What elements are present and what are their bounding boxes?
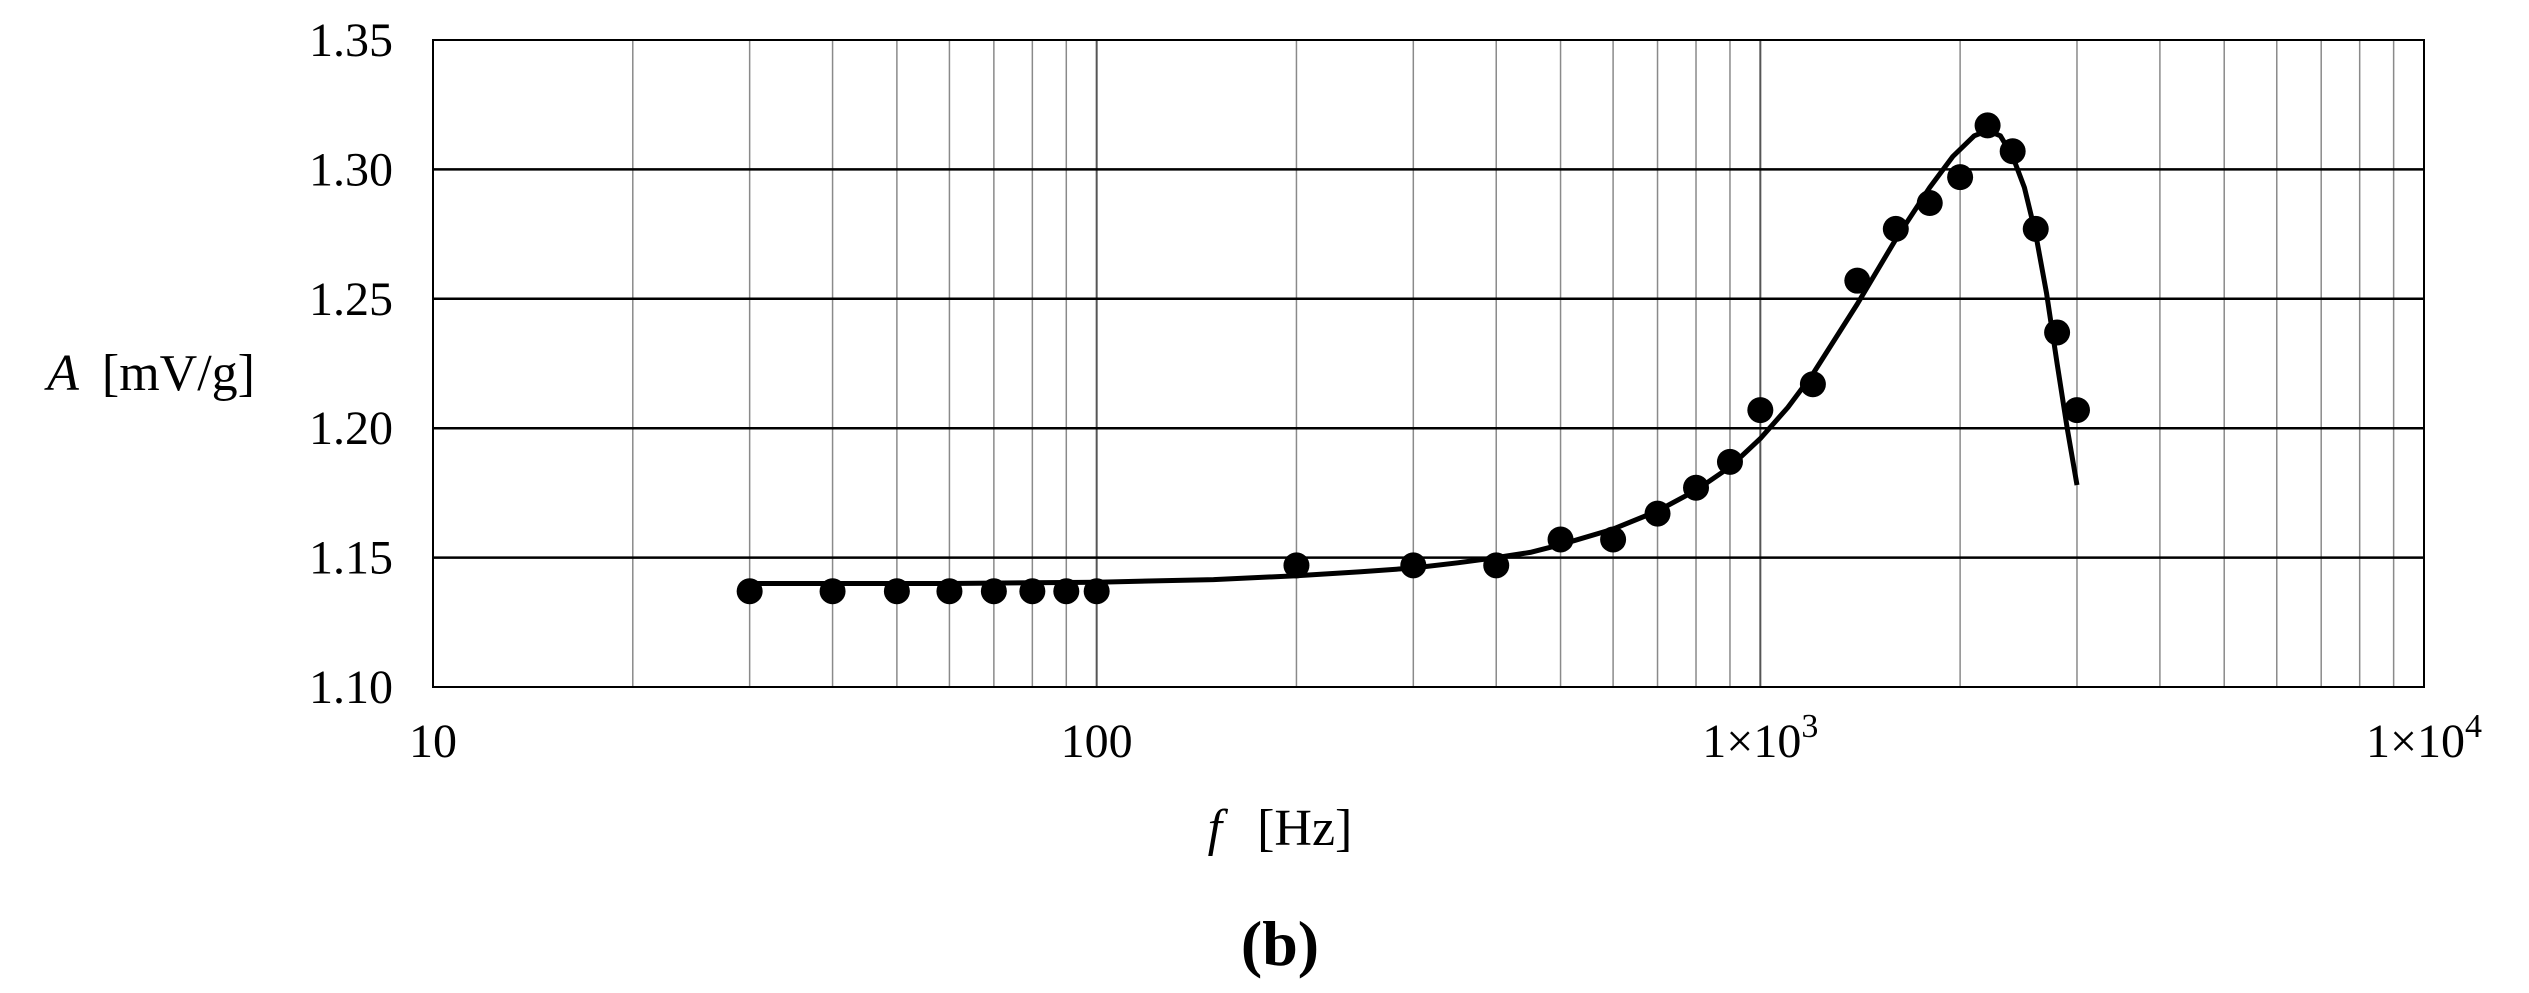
data-points xyxy=(736,112,2090,605)
panel-label-open: ( xyxy=(1241,908,1262,979)
panel-label-close: ) xyxy=(1298,908,1319,979)
y-tick-label: 1.30 xyxy=(309,143,393,196)
data-point xyxy=(1644,500,1671,527)
data-point xyxy=(1882,215,1909,242)
data-point xyxy=(1400,552,1427,579)
y-tick-label: 1.15 xyxy=(309,532,393,585)
x-tick-label: 1×104 xyxy=(2366,708,2482,768)
y-tick-label: 1.25 xyxy=(309,273,393,326)
data-point xyxy=(1916,190,1943,217)
data-point xyxy=(1999,138,2026,165)
data-point xyxy=(1483,552,1510,579)
data-point xyxy=(980,578,1007,605)
data-point xyxy=(1019,578,1046,605)
fit-curve xyxy=(749,128,2080,586)
x-tick-label: 10 xyxy=(409,715,457,768)
data-point xyxy=(736,578,763,605)
data-point xyxy=(2063,397,2090,424)
x-tick-labels: 10 100 1×103 1×104 xyxy=(409,708,2482,768)
y-axis-var: A xyxy=(44,345,79,402)
data-point xyxy=(1716,448,1743,475)
x-axis-var: f xyxy=(1208,800,1229,857)
data-point xyxy=(1683,474,1710,501)
data-point xyxy=(1747,397,1774,424)
data-point xyxy=(1083,578,1110,605)
y-tick-label: 1.10 xyxy=(309,661,393,714)
data-point xyxy=(883,578,910,605)
y-tick-label: 1.35 xyxy=(309,14,393,67)
data-point xyxy=(1947,164,1974,191)
x-axis-label: f [Hz] xyxy=(1208,800,1353,857)
plot-frame xyxy=(432,39,2425,688)
data-point xyxy=(1844,267,1871,294)
data-point xyxy=(1974,112,2001,139)
y-tick-labels: 1.10 1.15 1.20 1.25 1.30 1.35 xyxy=(309,14,393,714)
x-axis-unit: [Hz] xyxy=(1257,800,1352,857)
data-point xyxy=(2044,319,2071,346)
x-tick-label: 1×103 xyxy=(1702,708,1818,768)
y-axis-unit: [mV/g] xyxy=(102,345,255,402)
x-tick-label: 100 xyxy=(1061,715,1133,768)
y-tick-label: 1.20 xyxy=(309,402,393,455)
data-point xyxy=(1600,526,1627,553)
data-point xyxy=(819,578,846,605)
panel-label-letter: b xyxy=(1262,908,1298,979)
panel-label: (b) xyxy=(1241,908,1319,979)
data-point xyxy=(1283,552,1310,579)
data-point xyxy=(1799,371,1826,398)
data-point xyxy=(936,578,963,605)
data-point xyxy=(1053,578,1080,605)
y-axis-label: A [mV/g] xyxy=(44,345,255,402)
data-point xyxy=(1547,526,1574,553)
data-point xyxy=(2022,215,2049,242)
grid xyxy=(433,40,2424,687)
